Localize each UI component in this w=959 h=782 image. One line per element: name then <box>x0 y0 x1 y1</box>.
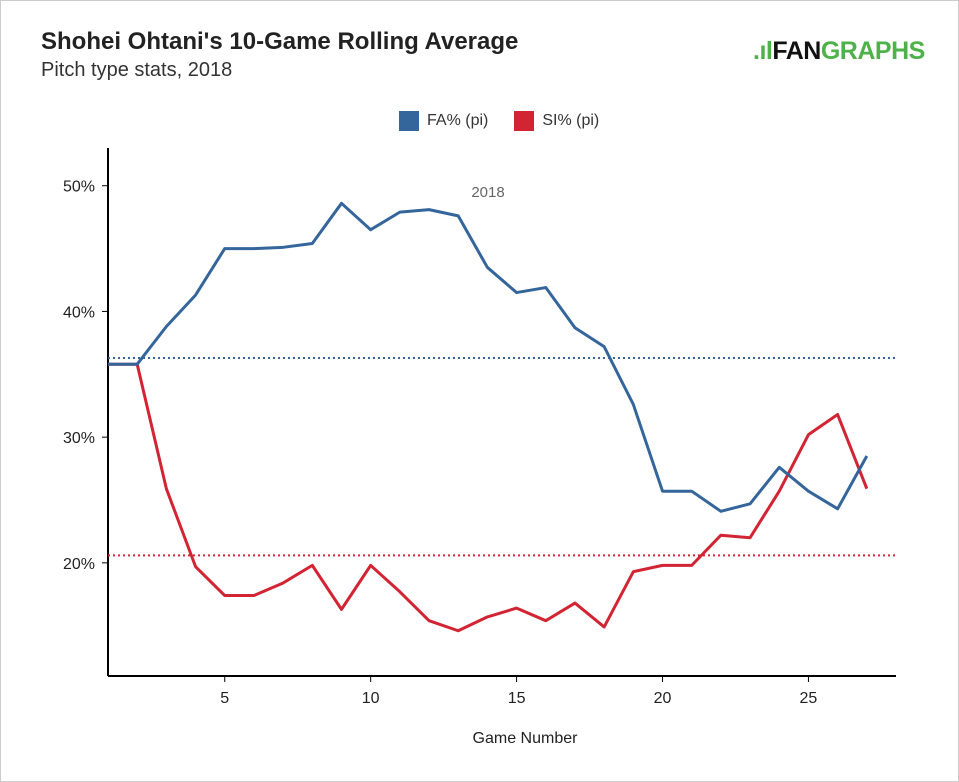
x-tick-label: 10 <box>362 690 380 707</box>
legend-swatch-si <box>514 111 535 131</box>
y-tick-label: 40% <box>63 304 95 321</box>
series-line-0 <box>108 201 869 513</box>
x-tick-label: 5 <box>220 690 229 707</box>
legend: FA% (pi) SI% (pi) <box>399 111 599 131</box>
series-line-1 <box>108 362 869 633</box>
x-tick-label: 15 <box>508 690 526 707</box>
y-tick-label: 20% <box>63 556 95 573</box>
legend-label-si: SI% (pi) <box>542 112 600 129</box>
y-tick-label: 30% <box>63 430 95 447</box>
legend-label-fa: FA% (pi) <box>427 112 489 129</box>
year-annotation: 2018 <box>471 184 504 201</box>
x-tick-label: 25 <box>800 690 818 707</box>
chart-subtitle: Pitch type stats, 2018 <box>41 59 233 81</box>
chart-title: Shohei Ohtani's 10-Game Rolling Average <box>41 28 519 55</box>
x-axis-label: Game Number <box>473 730 579 747</box>
y-tick-label: 50% <box>63 179 95 196</box>
legend-item-si: SI% (pi) <box>514 111 599 131</box>
legend-swatch-fa <box>399 111 419 131</box>
x-tick-label: 20 <box>654 690 672 707</box>
legend-item-fa: FA% (pi) <box>399 111 488 131</box>
fangraphs-logo: .ılFANGRAPHS <box>753 37 925 65</box>
